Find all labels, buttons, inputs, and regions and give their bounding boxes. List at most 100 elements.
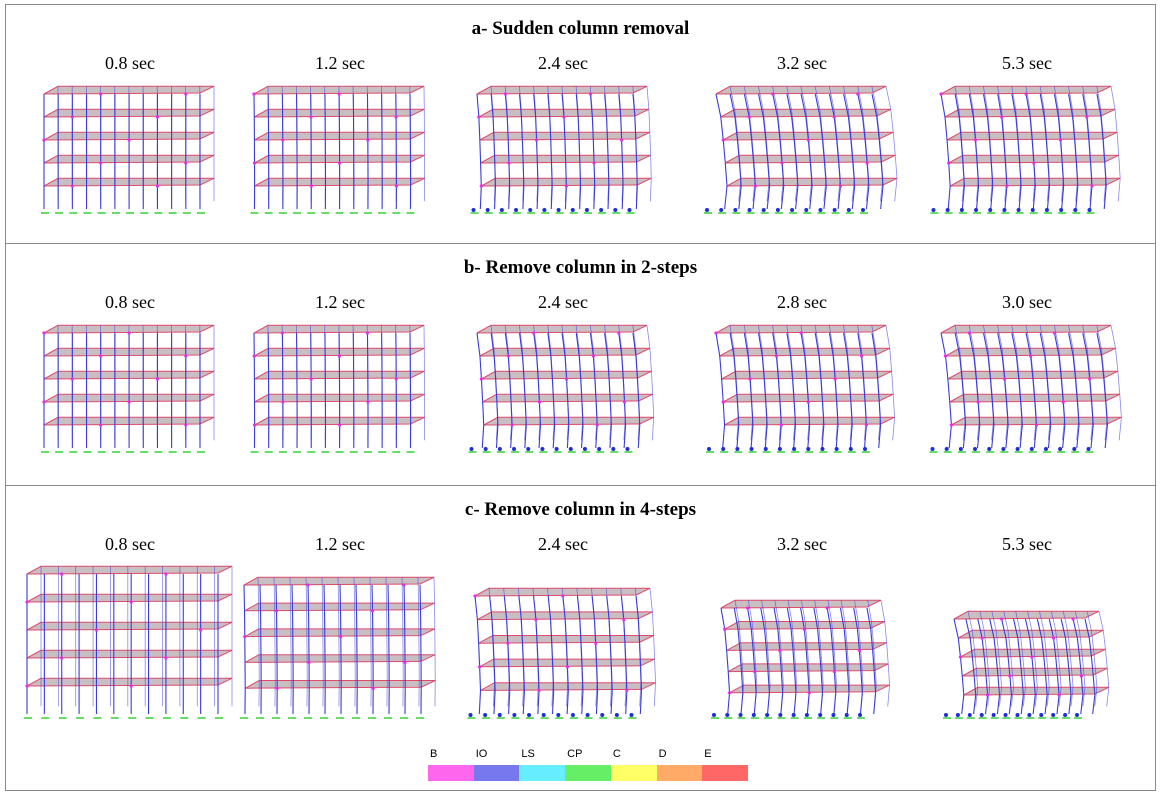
- column-element: [960, 694, 964, 715]
- column-element: [552, 424, 556, 449]
- column-element: [652, 635, 655, 660]
- plastic-hinge: [129, 684, 133, 688]
- column-element: [577, 116, 580, 141]
- base-hinge: [483, 447, 488, 451]
- column-element: [989, 378, 993, 403]
- column-element: [1022, 668, 1026, 688]
- column-element: [1018, 656, 1022, 677]
- plastic-hinge: [806, 138, 810, 142]
- plastic-hinge: [394, 184, 399, 188]
- column-element: [401, 577, 403, 604]
- plastic-hinge: [155, 184, 160, 188]
- column-element: [968, 93, 974, 118]
- column-element: [743, 86, 750, 110]
- column-element: [1094, 668, 1097, 688]
- column-element: [1070, 687, 1073, 707]
- time-label: 1.2 sec: [315, 53, 365, 73]
- column-element: [871, 325, 876, 349]
- column-element: [833, 642, 836, 664]
- column-element: [1091, 694, 1095, 715]
- column-element: [780, 185, 785, 210]
- column-element: [1033, 649, 1036, 669]
- column-element: [518, 93, 522, 118]
- column-element: [492, 690, 496, 715]
- plastic-hinge: [477, 665, 481, 669]
- column-element: [1045, 139, 1049, 164]
- column-element: [764, 629, 768, 651]
- base-hinge: [979, 713, 984, 717]
- base-hinge: [1059, 208, 1064, 212]
- column-element: [622, 378, 626, 403]
- column-element: [795, 185, 799, 210]
- base-hinge: [991, 713, 996, 717]
- base-hinge: [1015, 447, 1020, 451]
- column-element: [417, 577, 419, 604]
- column-element: [1029, 116, 1033, 141]
- column-element: [550, 139, 553, 164]
- column-element: [894, 155, 898, 179]
- column-element: [872, 650, 875, 672]
- column-element: [621, 162, 624, 187]
- legend-swatch: [656, 765, 703, 781]
- column-element: [1066, 656, 1070, 677]
- column-element: [807, 139, 811, 164]
- plastic-hinge: [537, 400, 541, 404]
- column-element: [1053, 93, 1059, 118]
- column-element: [1011, 668, 1014, 688]
- column-element: [623, 424, 627, 449]
- plastic-hinge: [939, 92, 943, 96]
- base-hinge: [777, 447, 782, 451]
- column-element: [565, 643, 568, 667]
- column-element: [1040, 637, 1044, 658]
- column-element: [972, 694, 976, 715]
- plastic-hinge: [999, 617, 1003, 621]
- column-element: [592, 355, 596, 380]
- column-element: [715, 332, 721, 357]
- plastic-hinge: [510, 423, 514, 427]
- plastic-hinge: [588, 92, 593, 96]
- base-hinge: [499, 208, 504, 212]
- column-element: [743, 93, 750, 118]
- column-element: [510, 401, 513, 426]
- plastic-hinge: [1024, 92, 1028, 96]
- column-element: [952, 618, 959, 639]
- plastic-hinge: [617, 331, 621, 335]
- column-element: [845, 650, 849, 672]
- base-hinge: [1016, 208, 1021, 212]
- column-element: [533, 93, 537, 118]
- column-element: [833, 116, 838, 141]
- column-element: [887, 663, 890, 686]
- hinge-state-legend: B IO LS CP C D E: [428, 748, 749, 782]
- time-step-panel: 2.4 sec: [468, 243, 658, 485]
- column-element: [1044, 675, 1048, 696]
- base-hinge: [765, 713, 770, 717]
- column-element: [1026, 611, 1032, 631]
- column-element: [808, 663, 811, 686]
- column-element: [1072, 355, 1077, 380]
- column-element: [1060, 618, 1066, 639]
- column-element: [307, 584, 310, 611]
- column-element: [985, 675, 988, 696]
- scenario-row: c- Remove column in 4-steps 0.8 sec 1.2 se…: [5, 485, 1156, 791]
- building-model-diagram: [942, 610, 1109, 719]
- column-element: [639, 690, 642, 715]
- column-element: [878, 401, 882, 426]
- base-hinge: [599, 713, 604, 717]
- column-element: [620, 595, 624, 620]
- column-element: [873, 671, 877, 693]
- base-hinge: [471, 208, 476, 212]
- column-element: [618, 93, 622, 118]
- base-hinge: [554, 447, 559, 451]
- legend-swatch: [702, 765, 749, 781]
- column-element: [821, 139, 826, 164]
- column-element: [488, 595, 493, 620]
- column-element: [517, 595, 522, 620]
- column-element: [1046, 668, 1050, 688]
- base-hinge: [469, 447, 474, 451]
- base-hinge: [806, 447, 811, 451]
- column-element: [871, 86, 878, 110]
- column-element: [476, 93, 480, 118]
- column-element: [757, 86, 764, 110]
- column-element: [1096, 93, 1102, 118]
- column-element: [492, 116, 495, 141]
